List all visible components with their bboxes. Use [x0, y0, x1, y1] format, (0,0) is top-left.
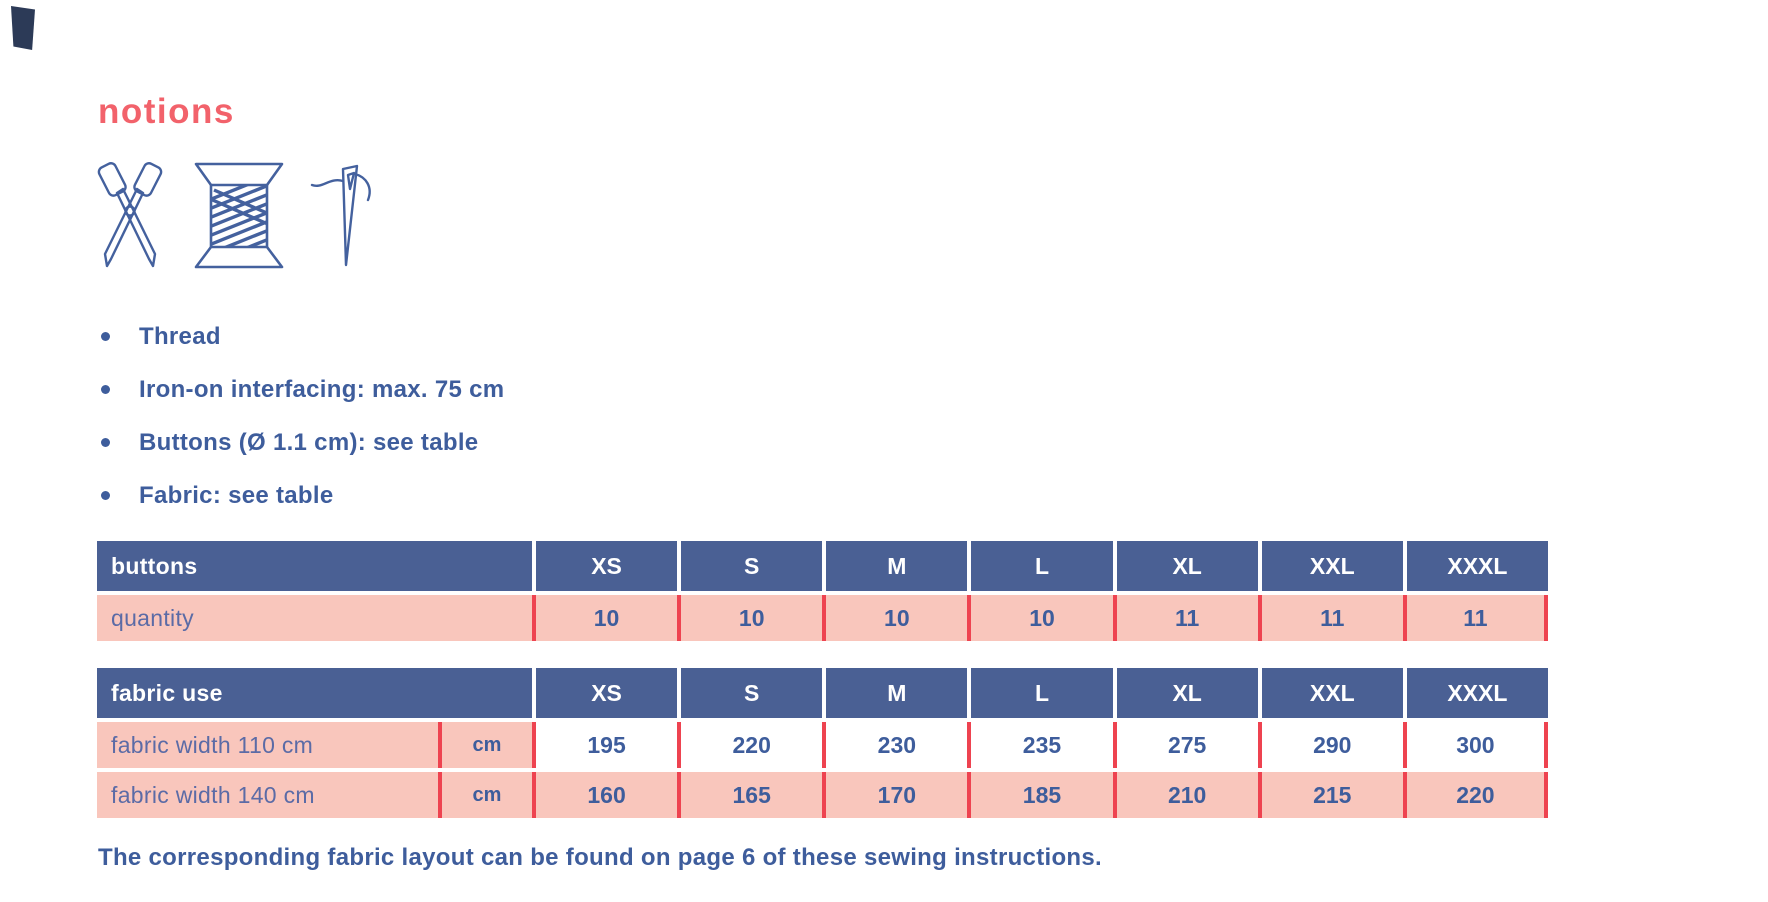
table-row: quantity 10 10 10 10 11 11 11	[97, 595, 1548, 641]
bullet-text: Thread	[139, 322, 221, 350]
value-cell: 275	[1112, 722, 1258, 768]
fabric-use-table: fabric use XS S M L XL XXL XXXL fabric width 110…	[97, 668, 1548, 818]
size-column-header: XXL	[1257, 541, 1403, 591]
size-column-header: XS	[532, 668, 678, 718]
list-item: Thread	[98, 310, 504, 363]
size-column-header: S	[677, 668, 823, 718]
value-cell: 195	[532, 722, 678, 768]
list-item: Fabric: see table	[98, 469, 504, 522]
value-cell: 230	[822, 722, 968, 768]
value-cell: 10	[822, 595, 968, 641]
size-column-header: M	[822, 668, 968, 718]
value-cell: 220	[1402, 772, 1548, 818]
value-cell: 220	[677, 722, 823, 768]
bullet-dot	[101, 332, 110, 341]
buttons-table: buttons XS S M L XL XXL XXXL quantity 10 10 10 10 11 1…	[97, 541, 1548, 641]
bullet-dot	[101, 438, 110, 447]
table-header-row: fabric use XS S M L XL XXL XXXL	[97, 668, 1548, 718]
bullet-text: Buttons (Ø 1.1 cm): see table	[139, 428, 479, 456]
value-cell: 11	[1112, 595, 1258, 641]
value-cell: 235	[967, 722, 1113, 768]
value-cell: 10	[677, 595, 823, 641]
value-cell: 160	[532, 772, 678, 818]
needle-icon	[310, 162, 376, 269]
list-item: Buttons (Ø 1.1 cm): see table	[98, 416, 504, 469]
value-cell: 165	[677, 772, 823, 818]
value-cell: 10	[532, 595, 678, 641]
notions-icons	[92, 162, 376, 269]
table-title: fabric use	[97, 668, 532, 718]
size-column-header: L	[967, 668, 1113, 718]
row-label: fabric width 140 cm	[97, 772, 438, 818]
page-title: notions	[98, 92, 235, 131]
value-cell: 10	[967, 595, 1113, 641]
size-column-header: XS	[532, 541, 678, 591]
bullet-dot	[101, 385, 110, 394]
table-row: fabric width 110 cm cm 195 220 230 235 275 290 3…	[97, 722, 1548, 768]
size-column-header: L	[967, 541, 1113, 591]
value-cell: 300	[1402, 722, 1548, 768]
value-cell: 11	[1257, 595, 1403, 641]
value-cell: 11	[1402, 595, 1548, 641]
size-column-header: XL	[1112, 541, 1258, 591]
size-column-header: XXL	[1257, 668, 1403, 718]
value-cell: 210	[1112, 772, 1258, 818]
row-unit: cm	[438, 722, 532, 768]
size-column-header: S	[677, 541, 823, 591]
fabric-layout-note: The corresponding fabric layout can be f…	[98, 844, 1102, 871]
notions-list: Thread Iron-on interfacing: max. 75 cm But…	[98, 310, 504, 522]
size-column-header: XXXL	[1402, 541, 1548, 591]
row-label: quantity	[97, 595, 532, 641]
table-title: buttons	[97, 541, 532, 591]
thread-spool-icon	[194, 162, 284, 269]
bullet-text: Fabric: see table	[139, 481, 334, 509]
value-cell: 215	[1257, 772, 1403, 818]
list-item: Iron-on interfacing: max. 75 cm	[98, 363, 504, 416]
page-corner-artifact	[11, 6, 35, 50]
size-column-header: XXXL	[1402, 668, 1548, 718]
table-row: fabric width 140 cm cm 160 165 170 185 210 215 2…	[97, 772, 1548, 818]
size-column-header: M	[822, 541, 968, 591]
bullet-text: Iron-on interfacing: max. 75 cm	[139, 375, 505, 403]
value-cell: 290	[1257, 722, 1403, 768]
value-cell: 170	[822, 772, 968, 818]
table-header-row: buttons XS S M L XL XXL XXXL	[97, 541, 1548, 591]
row-unit: cm	[438, 772, 532, 818]
bullet-dot	[101, 491, 110, 500]
scissors-icon	[92, 162, 168, 269]
size-column-header: XL	[1112, 668, 1258, 718]
row-label: fabric width 110 cm	[97, 722, 438, 768]
value-cell: 185	[967, 772, 1113, 818]
